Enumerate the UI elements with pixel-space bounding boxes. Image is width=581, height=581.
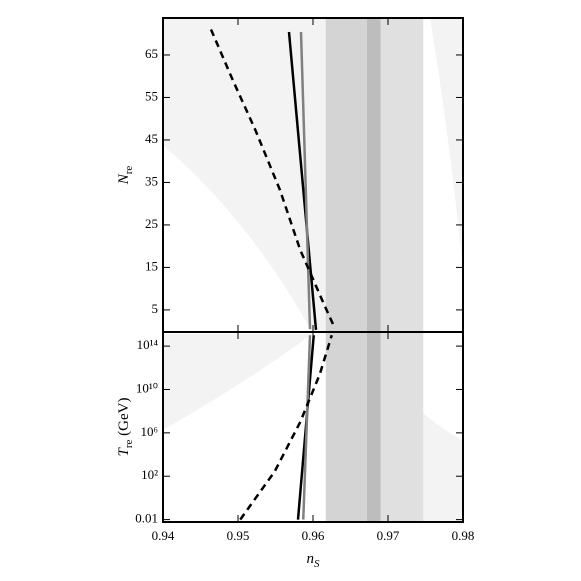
y-tick-label: 45 [145, 131, 158, 146]
x-tick-label: 0.97 [377, 528, 400, 543]
x-tick-label: 0.94 [152, 528, 175, 543]
background-region [345, 334, 463, 522]
band [325, 18, 367, 332]
y-tick-label: 10² [141, 467, 158, 482]
background-region [163, 334, 312, 430]
y-tick-label: 5 [152, 301, 159, 316]
x-axis-label-part: n [307, 551, 315, 567]
x-tick-label: 0.98 [452, 528, 475, 543]
x-tick-label: 0.96 [302, 528, 325, 543]
y-tick-label: 10¹⁰ [136, 380, 158, 395]
x-tick-label: 0.95 [227, 528, 250, 543]
frame [162, 331, 464, 523]
y-axis-label-part: re [123, 166, 135, 175]
band [367, 18, 381, 332]
band [325, 332, 367, 522]
background-region [417, 18, 463, 332]
series-line [239, 334, 333, 521]
band [380, 332, 424, 522]
y-tick-label: 10⁶ [140, 424, 158, 439]
y-axis-label: Nre [116, 166, 134, 186]
series-line [299, 31, 312, 330]
y-axis-label-part: re [123, 439, 135, 448]
y-tick-label: 15 [145, 258, 158, 273]
series-line [287, 31, 318, 330]
y-axis-label-part: N [116, 173, 132, 185]
y-axis-label: Tre (GeV) [116, 398, 134, 457]
y-tick-label: 65 [145, 46, 158, 61]
series-line [302, 335, 312, 520]
x-axis-label-part: S [314, 558, 320, 570]
y-axis-label-part: T [116, 446, 132, 456]
band [380, 18, 424, 332]
y-tick-label: 10¹⁴ [137, 337, 159, 352]
y-tick-label: 35 [145, 173, 158, 188]
background-region [163, 145, 312, 332]
y-tick-label: 25 [145, 216, 158, 231]
y-axis-label-part: (GeV) [116, 398, 132, 440]
y-tick-label: 55 [145, 88, 158, 103]
series-line [209, 28, 335, 326]
band [367, 332, 381, 522]
y-tick-label: 0.01 [135, 511, 158, 526]
x-axis-label: nS [307, 551, 321, 569]
